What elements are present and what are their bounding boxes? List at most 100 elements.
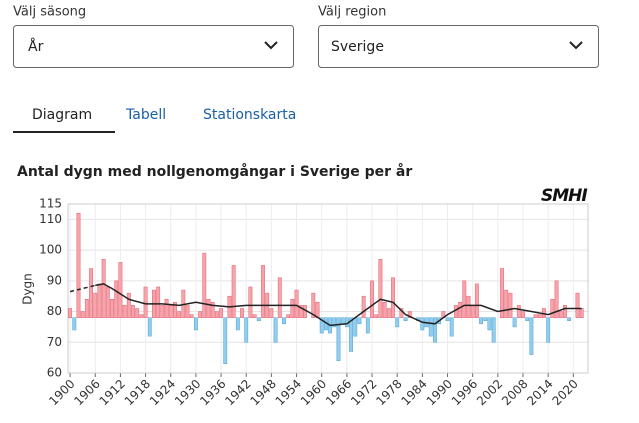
chevron xyxy=(264,41,278,50)
bar xyxy=(516,305,521,318)
bar xyxy=(353,317,358,337)
bar xyxy=(290,299,295,318)
bar xyxy=(370,280,374,318)
chevron xyxy=(569,41,583,50)
bar xyxy=(332,317,337,328)
bar xyxy=(235,317,240,331)
bar xyxy=(445,317,450,322)
bar xyxy=(173,302,177,318)
y-tick-label: 60 xyxy=(47,366,62,380)
y-tick-label: 115 xyxy=(39,197,62,211)
bar xyxy=(575,292,580,318)
bar xyxy=(311,292,316,318)
bar xyxy=(479,317,483,325)
season-dropdown[interactable] xyxy=(13,25,294,68)
tab-underline xyxy=(13,131,115,133)
bar xyxy=(403,317,408,322)
x-tick-label: 1918 xyxy=(122,377,153,408)
bar xyxy=(139,314,144,318)
bar xyxy=(504,289,509,318)
bar xyxy=(386,308,391,318)
x-tick-label: 1978 xyxy=(373,377,404,408)
bar xyxy=(491,317,496,343)
tab[interactable]: Stationskarta xyxy=(203,107,296,123)
bar xyxy=(567,317,572,322)
region-dropdown[interactable] xyxy=(318,25,599,68)
bar xyxy=(462,280,467,318)
x-tick-label: 1924 xyxy=(147,377,178,408)
bar xyxy=(135,308,140,318)
trend-line xyxy=(69,284,96,293)
bar xyxy=(315,302,320,318)
bar xyxy=(453,305,458,318)
y-tick-label: 70 xyxy=(47,335,62,349)
bar xyxy=(483,317,488,322)
bar xyxy=(546,317,551,343)
x-tick-label: 2014 xyxy=(524,377,555,408)
bar xyxy=(189,314,194,318)
bar xyxy=(72,317,77,331)
bar xyxy=(298,305,303,318)
bar xyxy=(261,265,265,318)
bar xyxy=(256,317,261,322)
bar xyxy=(579,308,584,318)
bar xyxy=(273,317,278,343)
bar xyxy=(76,212,81,318)
bar xyxy=(487,317,492,331)
bar xyxy=(185,305,190,318)
y-tick-label: 80 xyxy=(47,304,62,318)
bar xyxy=(147,317,152,337)
bar xyxy=(563,305,567,318)
bar xyxy=(202,252,207,318)
bar xyxy=(252,314,257,318)
bar xyxy=(525,317,530,322)
tab[interactable]: Tabell xyxy=(125,107,166,123)
x-tick-label: 1960 xyxy=(298,377,329,408)
x-tick-label: 1996 xyxy=(449,377,480,408)
bar xyxy=(68,308,73,318)
bar xyxy=(89,268,93,318)
tab[interactable]: Diagram xyxy=(32,107,92,123)
bar xyxy=(340,317,345,325)
bar xyxy=(214,311,219,318)
bar xyxy=(319,317,324,334)
y-tick-label: 110 xyxy=(39,212,62,226)
bar xyxy=(131,305,135,318)
y-tick-label: 90 xyxy=(47,273,62,287)
bar xyxy=(168,305,173,318)
x-tick-label: 1906 xyxy=(71,377,102,408)
bar xyxy=(282,317,286,325)
bar xyxy=(126,292,131,318)
region-label: Välj region xyxy=(318,5,386,20)
bar xyxy=(500,268,504,318)
bar xyxy=(244,317,249,343)
x-tick-label: 1942 xyxy=(222,377,253,408)
bar xyxy=(374,314,379,318)
bar xyxy=(93,292,98,318)
bar xyxy=(294,289,299,318)
x-tick-label: 1930 xyxy=(172,377,203,408)
bar xyxy=(118,262,123,318)
bar xyxy=(198,311,203,318)
bar xyxy=(420,317,425,331)
x-tick-label: 1966 xyxy=(323,377,354,408)
bar xyxy=(449,317,454,337)
bar xyxy=(395,317,400,328)
bar xyxy=(508,292,513,318)
bar xyxy=(101,259,106,318)
y-axis-label: Dygn xyxy=(21,273,35,305)
region-value: Sverige xyxy=(331,39,384,55)
bar xyxy=(193,317,198,331)
bar xyxy=(97,283,102,318)
bar xyxy=(210,302,215,318)
bar xyxy=(80,311,85,318)
bar xyxy=(164,299,169,318)
bar xyxy=(391,277,395,318)
bar xyxy=(105,286,110,318)
trend-line xyxy=(95,283,582,327)
bar xyxy=(122,305,127,318)
x-tick-label: 1912 xyxy=(97,377,128,408)
bar xyxy=(110,299,114,318)
bar xyxy=(248,286,253,318)
